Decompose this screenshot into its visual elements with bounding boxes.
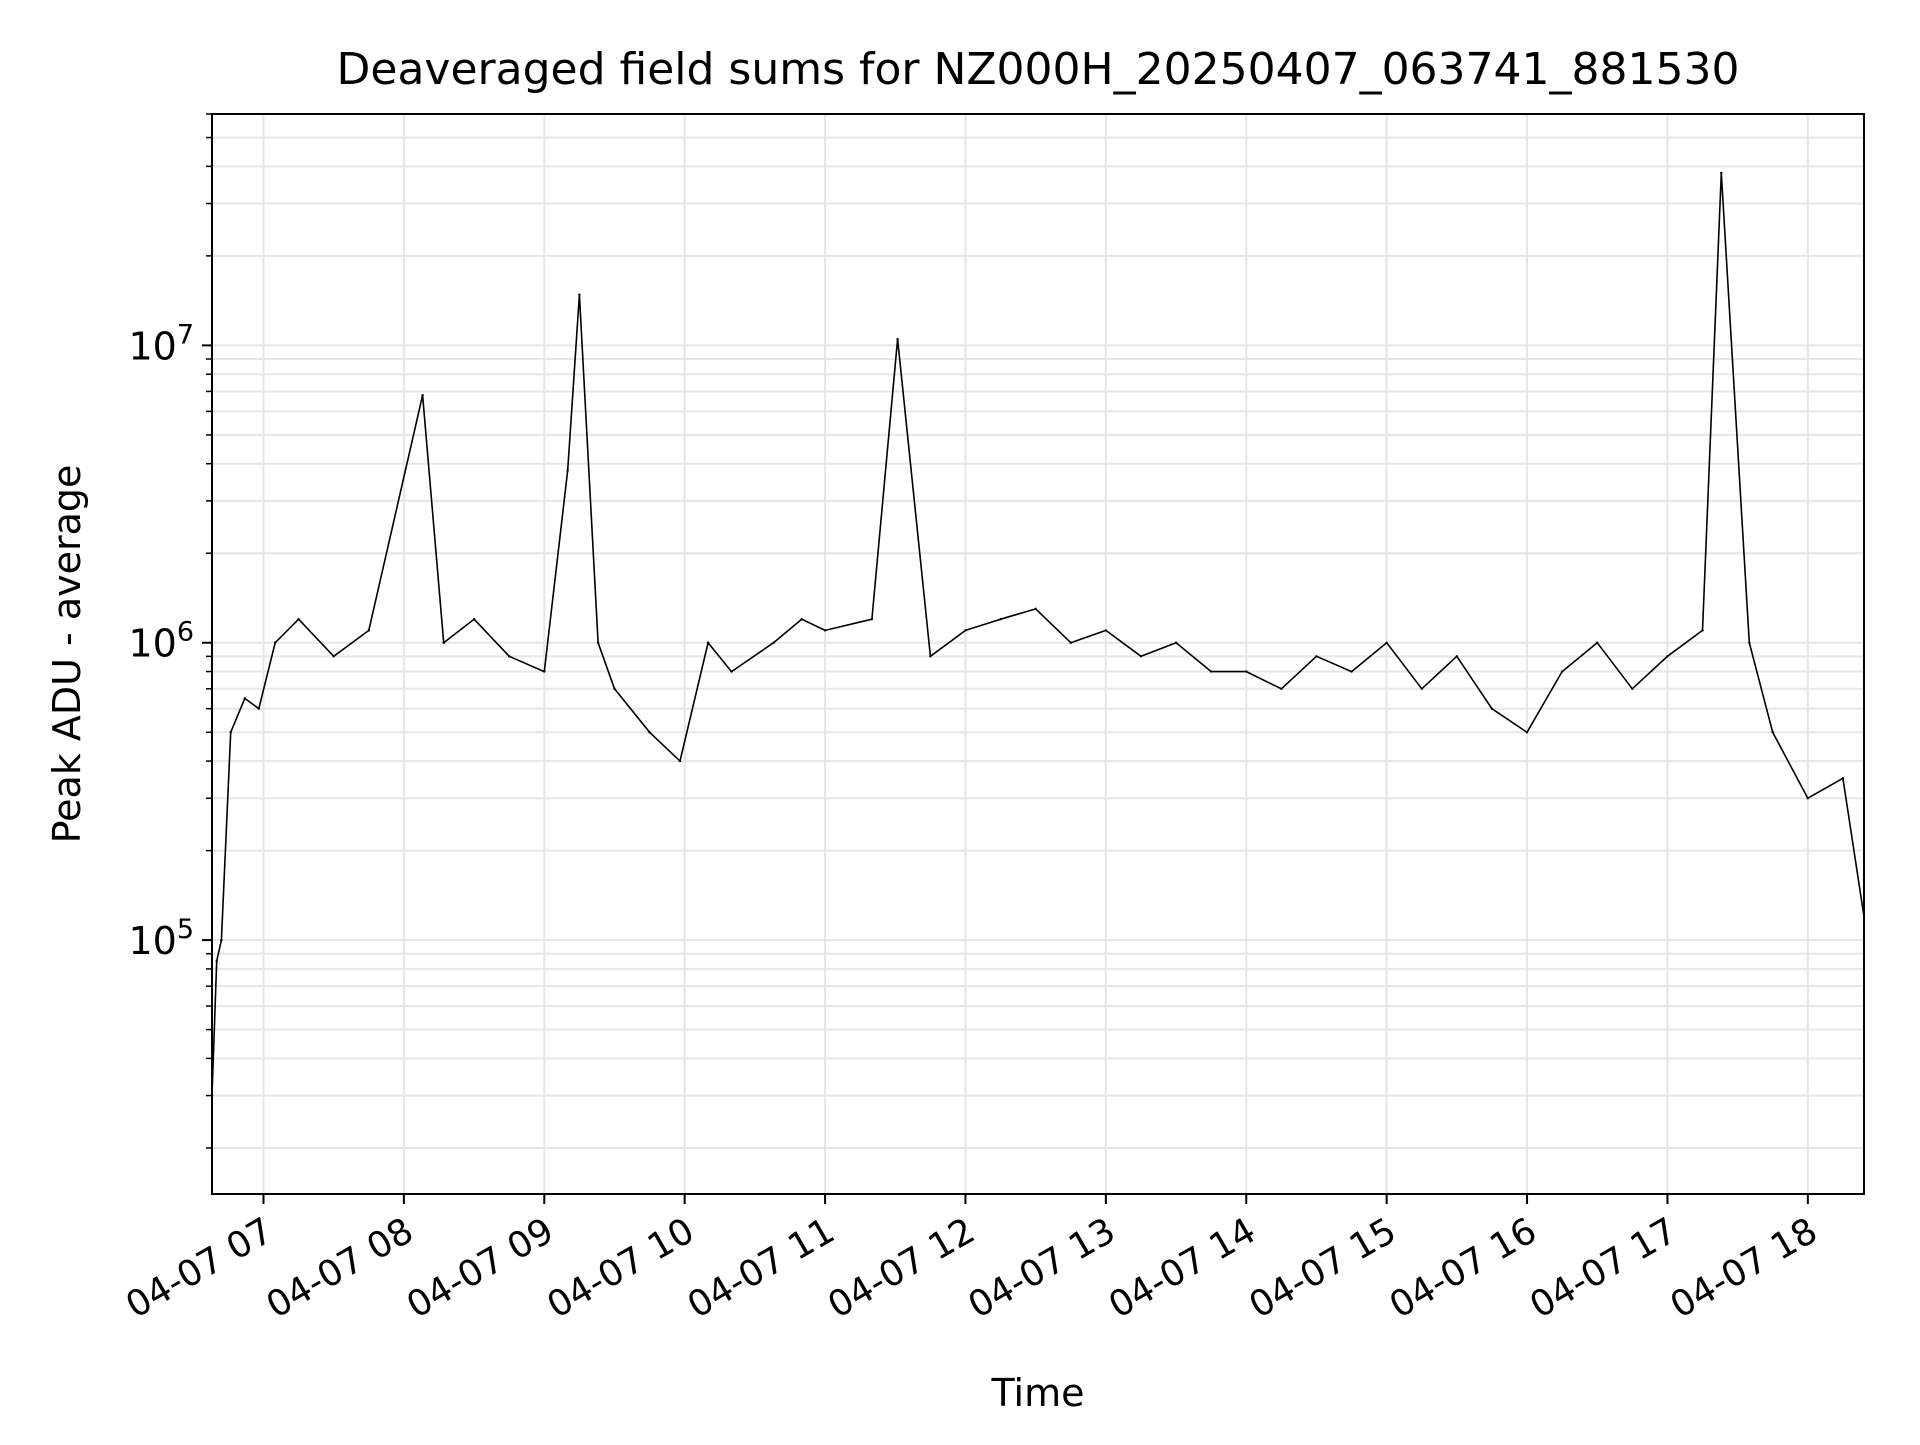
data-point [578,293,581,296]
data-point [1596,641,1599,644]
y-tick-label: 106 [128,617,194,666]
data-point [332,655,335,658]
data-point [1420,687,1423,691]
data-point [1490,707,1494,710]
data-point [1720,171,1723,175]
data-point [964,629,967,632]
data-point [1069,641,1072,644]
y-tick-label: 105 [128,914,194,963]
y-axis-label: Peak ADU - average [45,465,89,844]
data-point [1560,670,1564,673]
data-point [1666,655,1669,658]
chart-title: Deaveraged field sums for NZ000H_2025040… [337,44,1740,95]
data-point [472,617,476,621]
data-point [421,393,424,397]
data-point [929,655,932,658]
data-point [442,641,445,644]
data-point [1525,731,1529,734]
data-point [1748,641,1751,644]
data-point [1280,687,1283,691]
data-point [1631,687,1634,691]
data-point [1315,655,1318,658]
data-point [896,337,899,341]
data-point [215,959,218,963]
data-point [613,687,616,691]
data-point [1104,629,1108,632]
data-point [730,670,733,673]
x-axis-label: Time [991,1371,1085,1415]
data-point [367,629,370,632]
data-layer [210,171,1866,1097]
data-point [1701,629,1704,632]
data-point [1771,731,1774,734]
data-point [220,938,223,942]
data-point [823,629,827,632]
data-point [543,670,546,673]
data-point [800,617,803,621]
data-point [1385,641,1388,644]
data-point [257,707,260,710]
data-point [1174,641,1178,644]
data-point [273,641,277,644]
data-point [596,641,600,644]
data-point [678,759,682,763]
data-point [1034,607,1037,611]
data-point [1455,655,1459,658]
data-point [706,641,710,644]
data-point [772,641,775,644]
data-point [1209,670,1213,673]
data-point [999,617,1002,621]
data-point [1806,797,1810,800]
data-point [297,617,300,621]
data-point [243,697,246,700]
data-point [566,469,569,472]
data-point [229,731,232,734]
data-point [507,655,511,658]
data-point [1350,670,1353,673]
y-tick-label: 107 [128,319,194,368]
grid-layer [212,113,1864,1194]
data-point [870,617,874,621]
data-point [1245,670,1248,673]
data-point [648,731,651,734]
plot-frame [211,113,1865,1195]
data-point [1841,777,1845,780]
data-point [1139,655,1143,658]
